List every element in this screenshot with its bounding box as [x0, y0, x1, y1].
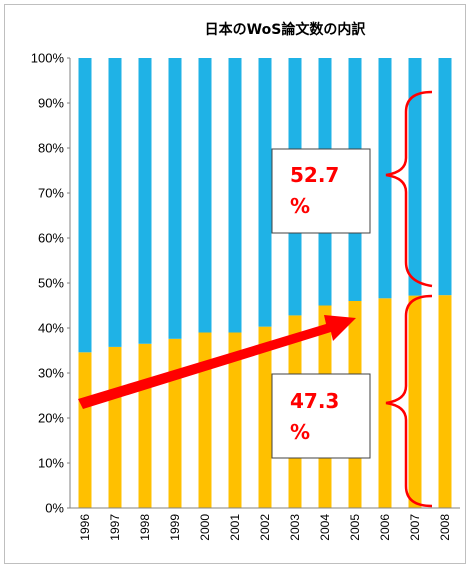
x-tick-label: 1996	[78, 514, 92, 541]
y-tick-label: 90%	[38, 96, 64, 111]
x-tick-label: 2004	[318, 514, 332, 541]
x-tick-label: 2007	[408, 514, 422, 541]
x-tick-label: 2008	[438, 514, 452, 541]
bar-2000-series-0	[198, 332, 212, 508]
bar-2001-series-0	[228, 332, 242, 508]
callout-upper-unit: %	[290, 194, 310, 218]
bar-1999-series-1	[168, 58, 182, 339]
y-tick-label: 100%	[31, 51, 65, 66]
x-tick-label: 2003	[288, 514, 302, 541]
y-axis: 0% 10% 20% 30% 40% 50% 60% 70% 80% 90% 100%	[31, 51, 71, 516]
y-tick-label: 10%	[38, 456, 64, 471]
x-tick-label: 1998	[138, 514, 152, 541]
bar-2002-series-1	[258, 58, 272, 327]
y-tick-label: 70%	[38, 186, 64, 201]
bar-1998-series-0	[138, 343, 152, 508]
callout-upper-value: 52.7	[290, 163, 339, 187]
bar-2006-series-1	[378, 58, 392, 299]
y-tick-label: 30%	[38, 366, 64, 381]
x-tick-label: 1997	[108, 514, 122, 541]
trend-arrow	[78, 315, 356, 409]
y-tick-label: 20%	[38, 411, 64, 426]
bar-2008-series-1	[438, 58, 452, 296]
x-tick-label: 2002	[258, 514, 272, 541]
bar-2007-series-0	[408, 295, 422, 508]
x-tick-label: 2000	[198, 514, 212, 541]
brace-lower	[385, 294, 433, 508]
x-tick-label: 1999	[168, 514, 182, 541]
chart-title: 日本のWoS論文数の内訳	[205, 21, 367, 38]
bar-1997-series-0	[108, 346, 122, 508]
x-axis: 1996 1997 1998 1999 2000 2001 2002 2003 2004 2005…	[70, 507, 460, 541]
y-tick-label: 60%	[38, 231, 64, 246]
bar-2006-series-0	[378, 298, 392, 508]
callout-lower: 47.3 %	[271, 373, 371, 459]
callout-lower-value: 47.3	[290, 389, 339, 413]
y-tick-label: 80%	[38, 141, 64, 156]
bar-2008-series-0	[438, 295, 452, 508]
x-tick-label: 2006	[378, 514, 392, 541]
y-tick-label: 40%	[38, 321, 64, 336]
bar-2000-series-1	[198, 58, 212, 333]
bar-1996-series-1	[78, 58, 92, 353]
callout-upper: 52.7 %	[271, 148, 371, 234]
brace-upper	[385, 90, 433, 288]
x-tick-label: 2001	[228, 514, 242, 541]
x-tick-label: 2005	[348, 514, 362, 541]
bars	[78, 58, 452, 508]
bar-1996-series-0	[78, 352, 92, 508]
bar-2001-series-1	[228, 58, 242, 333]
bar-2007-series-1	[408, 58, 422, 296]
bar-1997-series-1	[108, 58, 122, 347]
bar-2002-series-0	[258, 326, 272, 508]
bar-1999-series-0	[168, 338, 182, 508]
bar-1998-series-1	[138, 58, 152, 344]
y-tick-label: 50%	[38, 276, 64, 291]
y-tick-label: 0%	[45, 501, 64, 516]
callout-lower-unit: %	[290, 420, 310, 444]
